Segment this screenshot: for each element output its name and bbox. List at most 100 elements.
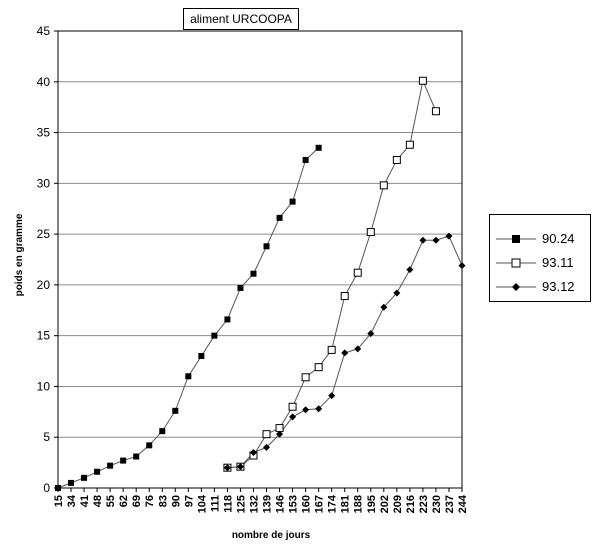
- point-90-24: [120, 457, 127, 464]
- point-93-12: [354, 345, 362, 353]
- x-tick-label: 62: [118, 495, 130, 507]
- x-tick-label: 76: [144, 495, 156, 507]
- point-93-12: [380, 303, 388, 311]
- point-90-24: [94, 468, 101, 475]
- x-tick-label: 209: [392, 495, 404, 513]
- point-90-24: [81, 474, 88, 481]
- point-90-24: [302, 156, 309, 163]
- x-tick-label: 15: [53, 495, 65, 507]
- point-90-24: [159, 428, 166, 435]
- x-tick-label: 237: [444, 495, 456, 513]
- point-90-24: [250, 270, 257, 277]
- point-90-24: [107, 462, 114, 469]
- x-tick-label: 41: [79, 495, 91, 507]
- legend-label: 93.11: [542, 255, 574, 270]
- point-93-11: [379, 181, 388, 190]
- point-93-12: [289, 413, 297, 421]
- x-tick-label: 90: [170, 495, 182, 507]
- y-tick-label: 5: [43, 430, 50, 444]
- y-tick-label: 25: [37, 227, 51, 241]
- x-tick-label: 34: [66, 494, 78, 507]
- point-93-12: [328, 392, 336, 400]
- point-90-24: [55, 485, 61, 491]
- point-93-11: [405, 140, 414, 149]
- point-93-11: [275, 424, 284, 433]
- point-90-24: [211, 332, 218, 339]
- point-93-11: [314, 363, 323, 372]
- x-tick-label: 174: [327, 494, 339, 513]
- point-93-12: [432, 236, 440, 244]
- point-93-11: [353, 268, 362, 277]
- chart-title-box: aliment URCOOPA: [183, 8, 299, 30]
- point-93-11: [366, 228, 375, 237]
- point-93-12: [223, 464, 231, 472]
- point-93-12: [445, 232, 453, 240]
- x-tick-label: 216: [405, 495, 417, 513]
- point-90-24: [315, 144, 322, 151]
- x-tick-label: 160: [301, 495, 313, 513]
- point-93-12: [367, 330, 375, 338]
- y-tick-label: 15: [37, 329, 51, 343]
- x-tick-label: 69: [131, 495, 143, 507]
- point-90-24: [172, 407, 179, 414]
- y-tick-label: 30: [37, 176, 51, 190]
- gridlines: [58, 30, 462, 438]
- x-tick-label: 139: [262, 495, 274, 513]
- x-axis-label: nombre de jours: [232, 530, 311, 541]
- x-tick-label: 153: [288, 495, 300, 513]
- x-tick-label: 48: [92, 495, 104, 507]
- x-tick-label: 55: [105, 495, 117, 507]
- chart-title: aliment URCOOPA: [190, 12, 292, 26]
- y-tick-label: 35: [37, 126, 51, 140]
- point-93-11: [327, 345, 336, 354]
- point-90-24: [185, 373, 192, 380]
- point-93-12: [406, 266, 414, 274]
- x-tick-label: 188: [353, 495, 365, 513]
- y-tick-label: 20: [37, 278, 51, 292]
- point-93-11: [431, 107, 440, 116]
- legend: 90.24 93.11 93.12: [489, 214, 591, 302]
- point-90-24: [289, 198, 296, 205]
- x-tick-label: 97: [183, 495, 195, 507]
- y-tick-label: 10: [37, 379, 51, 393]
- point-90-24: [224, 316, 231, 323]
- legend-item-93-12: 93.12: [490, 277, 590, 297]
- point-93-12: [315, 405, 323, 413]
- y-tick-label: 45: [37, 24, 51, 38]
- x-tick-label: 230: [431, 495, 443, 513]
- point-93-12: [341, 349, 349, 357]
- point-93-11: [288, 402, 297, 411]
- y-axis-label: poids en gramme: [14, 213, 25, 296]
- x-tick-label: 83: [157, 495, 169, 507]
- y-tick-label: 0: [43, 481, 50, 495]
- point-90-24: [133, 453, 140, 460]
- point-93-11: [262, 430, 271, 439]
- point-93-11: [301, 373, 310, 382]
- x-tick-label: 181: [340, 495, 352, 513]
- point-90-24: [68, 479, 75, 486]
- point-93-12: [263, 443, 271, 451]
- axes: [54, 30, 463, 492]
- x-tick-label: 132: [248, 495, 260, 513]
- legend-swatch-filled-diamond-icon: [496, 283, 536, 291]
- point-93-12: [249, 448, 257, 456]
- legend-item-90-24: 90.24: [490, 229, 590, 249]
- legend-label: 90.24: [542, 231, 575, 246]
- point-93-12: [236, 463, 244, 471]
- point-93-12: [458, 262, 466, 270]
- point-93-12: [393, 289, 401, 297]
- legend-item-93-11: 93.11: [490, 253, 590, 273]
- legend-swatch-open-square-icon: [496, 258, 536, 268]
- plot-border: [57, 30, 463, 489]
- series-line-93-11: [227, 79, 437, 469]
- x-tick-label: 111: [209, 495, 221, 512]
- x-tick-label: 104: [196, 494, 208, 513]
- point-93-11: [340, 292, 349, 301]
- x-tick-label: 167: [314, 495, 326, 513]
- x-tick-label: 244: [457, 494, 469, 513]
- point-90-24: [198, 352, 205, 359]
- point-93-11: [392, 155, 401, 164]
- x-tick-label: 223: [418, 495, 430, 513]
- legend-swatch-filled-square-icon: [496, 235, 536, 243]
